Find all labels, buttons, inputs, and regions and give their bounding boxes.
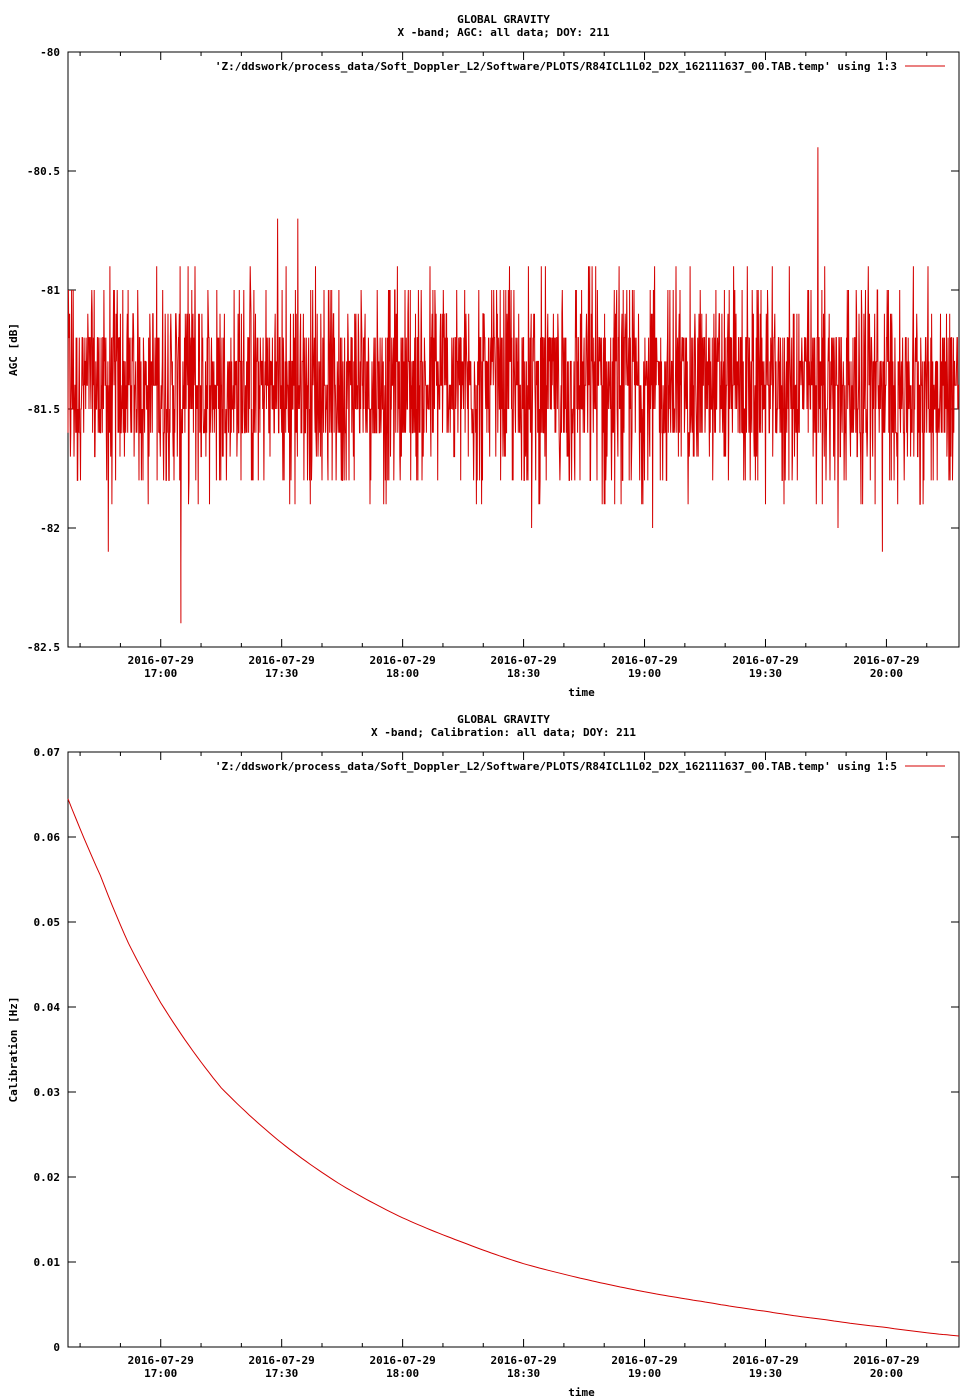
x-tick-time-label: 17:00 (144, 667, 177, 680)
series-line (67, 798, 960, 1337)
chart-title: GLOBAL GRAVITY (457, 713, 550, 726)
x-tick-date-label: 2016-07-29 (732, 654, 798, 667)
chart-subtitle: X -band; AGC: all data; DOY: 211 (398, 26, 610, 39)
legend-entry: 'Z:/ddswork/process_data/Soft_Doppler_L2… (215, 60, 897, 73)
chart-subtitle: X -band; Calibration: all data; DOY: 211 (371, 726, 636, 739)
y-axis-label: Calibration [Hz] (7, 997, 20, 1103)
x-tick-time-label: 20:00 (870, 667, 903, 680)
y-axis-label: AGC [dB] (7, 323, 20, 376)
x-tick-date-label: 2016-07-29 (732, 1354, 798, 1367)
x-tick-time-label: 18:30 (507, 667, 540, 680)
y-tick-label: -82.5 (27, 641, 60, 654)
x-tick-time-label: 18:00 (386, 1367, 419, 1380)
y-tick-label: 0.05 (34, 916, 61, 929)
x-tick-date-label: 2016-07-29 (853, 654, 919, 667)
x-tick-date-label: 2016-07-29 (611, 1354, 677, 1367)
x-axis-label: time (568, 686, 595, 699)
y-tick-label: -80 (40, 46, 60, 59)
x-tick-time-label: 20:00 (870, 1367, 903, 1380)
plot-frame (67, 751, 960, 1348)
y-tick-label: 0.02 (34, 1171, 61, 1184)
x-tick-date-label: 2016-07-29 (128, 1354, 194, 1367)
y-tick-label: 0.03 (34, 1086, 61, 1099)
x-tick-date-label: 2016-07-29 (128, 654, 194, 667)
y-tick-label: 0 (53, 1341, 60, 1354)
y-tick-label: 0.07 (34, 746, 61, 759)
y-tick-label: 0.04 (34, 1001, 61, 1014)
x-tick-date-label: 2016-07-29 (611, 654, 677, 667)
x-tick-time-label: 17:00 (144, 1367, 177, 1380)
x-tick-date-label: 2016-07-29 (490, 654, 556, 667)
x-tick-time-label: 18:30 (507, 1367, 540, 1380)
x-tick-time-label: 18:00 (386, 667, 419, 680)
y-tick-label: -82 (40, 522, 60, 535)
y-tick-label: 0.06 (34, 831, 61, 844)
x-tick-date-label: 2016-07-29 (249, 654, 315, 667)
x-tick-date-label: 2016-07-29 (490, 1354, 556, 1367)
x-tick-time-label: 19:00 (628, 1367, 661, 1380)
series-line (67, 147, 960, 624)
x-tick-time-label: 19:00 (628, 667, 661, 680)
y-tick-label: -81.5 (27, 403, 60, 416)
x-tick-time-label: 19:30 (749, 667, 782, 680)
y-tick-label: -81 (40, 284, 60, 297)
y-tick-label: 0.01 (34, 1256, 61, 1269)
x-tick-date-label: 2016-07-29 (853, 1354, 919, 1367)
legend-entry: 'Z:/ddswork/process_data/Soft_Doppler_L2… (215, 760, 897, 773)
chart-title: GLOBAL GRAVITY (457, 13, 550, 26)
x-tick-time-label: 17:30 (265, 667, 298, 680)
x-tick-date-label: 2016-07-29 (370, 654, 436, 667)
y-tick-label: -80.5 (27, 165, 60, 178)
x-axis-label: time (568, 1386, 595, 1399)
x-tick-time-label: 19:30 (749, 1367, 782, 1380)
x-tick-time-label: 17:30 (265, 1367, 298, 1380)
x-tick-date-label: 2016-07-29 (249, 1354, 315, 1367)
x-tick-date-label: 2016-07-29 (370, 1354, 436, 1367)
